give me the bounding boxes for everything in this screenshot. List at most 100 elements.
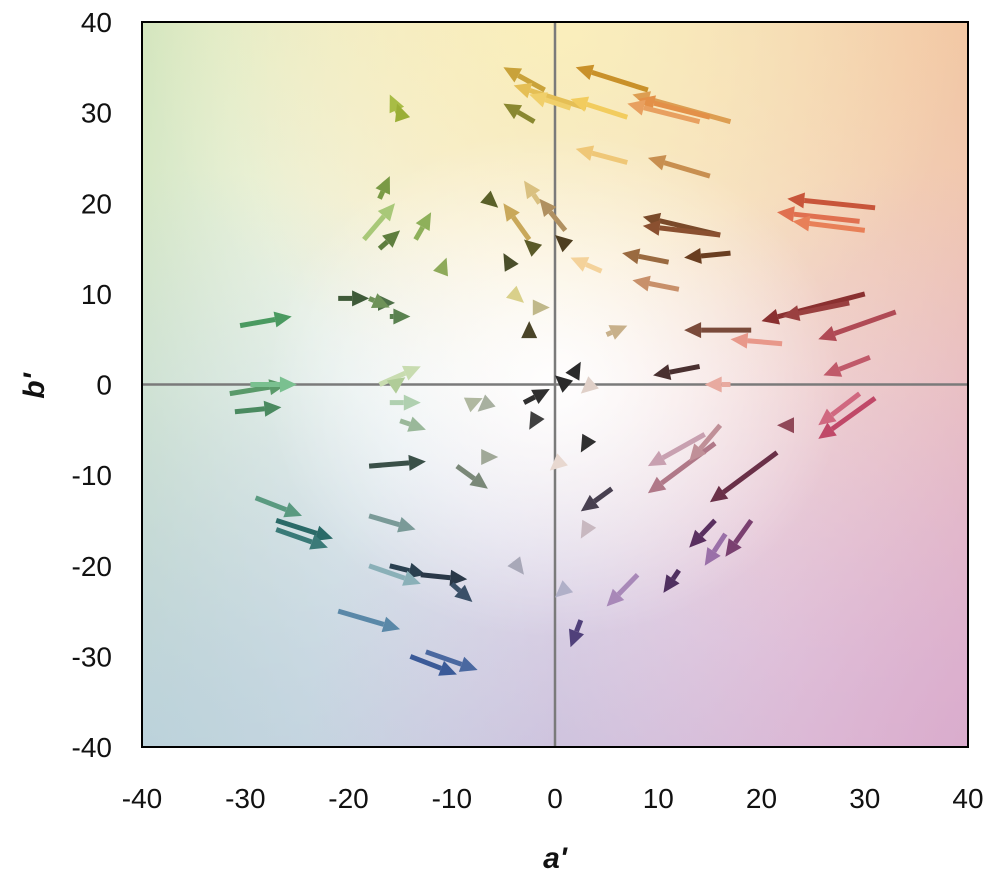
arrow-head bbox=[565, 361, 581, 381]
arrow-40 bbox=[506, 285, 524, 303]
arrow-shaft bbox=[808, 221, 866, 233]
arrow-head bbox=[777, 206, 795, 223]
arrow-head bbox=[408, 454, 426, 471]
y-tick-label: 30 bbox=[81, 98, 112, 129]
arrow-head bbox=[580, 494, 600, 512]
arrow-head bbox=[532, 299, 550, 316]
arrow-shaft bbox=[798, 300, 850, 316]
arrow-34 bbox=[792, 215, 866, 233]
arrow-head bbox=[415, 212, 432, 231]
arrow-head bbox=[283, 502, 302, 518]
arrow-shaft bbox=[378, 370, 407, 387]
arrow-shaft bbox=[670, 568, 681, 581]
arrow-head bbox=[777, 417, 794, 434]
plot-frame bbox=[141, 21, 969, 748]
arrow-33 bbox=[777, 206, 860, 224]
arrow-65 bbox=[580, 376, 599, 394]
arrow-15 bbox=[362, 203, 395, 242]
arrow-45 bbox=[782, 300, 850, 321]
arrow-head bbox=[524, 239, 543, 257]
arrow-96 bbox=[704, 532, 728, 566]
arrow-67 bbox=[549, 453, 568, 471]
x-tick-label: -40 bbox=[122, 783, 162, 814]
x-tick-label: 0 bbox=[547, 783, 563, 814]
x-axis-ticks: -40 -30 -20 -10 0 10 20 30 40 bbox=[122, 783, 984, 814]
arrow-shaft bbox=[747, 338, 783, 347]
arrow-11 bbox=[575, 145, 628, 165]
arrow-shaft bbox=[362, 214, 386, 242]
arrow-shaft bbox=[803, 198, 876, 211]
arrow-head bbox=[787, 192, 805, 209]
arrow-head bbox=[730, 332, 749, 349]
y-tick-label: 0 bbox=[96, 370, 112, 401]
arrow-head bbox=[503, 253, 519, 272]
arrow-75 bbox=[818, 391, 862, 426]
arrow-head bbox=[402, 570, 421, 586]
arrow-head bbox=[371, 293, 390, 308]
arrow-shaft bbox=[337, 608, 385, 627]
arrow-13 bbox=[395, 103, 411, 123]
arrow-68 bbox=[481, 449, 499, 465]
arrow-80 bbox=[254, 495, 302, 518]
arrow-shaft bbox=[377, 190, 386, 200]
x-axis-title: a' bbox=[543, 842, 568, 875]
arrow-1 bbox=[575, 64, 649, 93]
arrow-29 bbox=[684, 248, 731, 264]
arrow-shaft bbox=[711, 532, 728, 553]
arrow-head bbox=[513, 82, 533, 99]
arrow-head bbox=[761, 309, 780, 325]
arrow-shaft bbox=[585, 262, 603, 274]
arrow-head bbox=[653, 364, 672, 380]
arrow-head bbox=[570, 96, 590, 112]
arrow-head bbox=[352, 290, 370, 307]
arrow-head bbox=[689, 529, 707, 548]
arrow-shaft bbox=[516, 109, 536, 124]
arrow-head bbox=[782, 305, 801, 321]
arrow-shaft bbox=[420, 572, 451, 581]
arrow-24 bbox=[524, 239, 543, 257]
arrow-shaft bbox=[368, 513, 400, 528]
arrow-head bbox=[823, 361, 843, 377]
arrow-32 bbox=[787, 192, 876, 211]
arrow-head bbox=[709, 485, 729, 503]
arrow-head bbox=[381, 616, 401, 633]
arrow-head bbox=[622, 248, 641, 265]
arrow-head bbox=[549, 453, 568, 471]
x-tick-label: 30 bbox=[849, 783, 880, 814]
arrow-head bbox=[377, 203, 395, 222]
arrow-91 bbox=[425, 649, 478, 672]
arrow-25 bbox=[503, 253, 519, 272]
arrow-53 bbox=[250, 376, 297, 393]
arrow-head bbox=[575, 64, 595, 80]
arrow-shaft bbox=[409, 654, 443, 671]
arrow-head bbox=[580, 433, 597, 453]
arrow-shaft bbox=[830, 391, 862, 417]
arrow-shaft bbox=[229, 384, 271, 397]
y-axis-title: b' bbox=[18, 372, 51, 398]
arrow-head bbox=[818, 422, 837, 439]
arrow-66 bbox=[580, 433, 597, 453]
arrow-46 bbox=[818, 309, 897, 342]
arrow-86 bbox=[368, 563, 421, 586]
arrow-head bbox=[704, 547, 721, 566]
arrow-72 bbox=[647, 441, 717, 494]
arrow-18 bbox=[433, 257, 448, 277]
arrow-77 bbox=[709, 450, 779, 503]
arrow-shaft bbox=[413, 225, 425, 241]
arrow-shaft bbox=[522, 394, 536, 405]
arrow-head bbox=[397, 517, 416, 533]
arrow-71 bbox=[647, 432, 706, 467]
y-tick-label: 40 bbox=[81, 7, 112, 38]
arrow-shaft bbox=[450, 582, 462, 593]
arrow-shaft bbox=[733, 518, 754, 545]
arrow-head bbox=[647, 155, 667, 171]
x-tick-label: -10 bbox=[432, 783, 472, 814]
arrow-30 bbox=[632, 275, 680, 292]
arrow-shaft bbox=[275, 518, 318, 536]
arrow-88 bbox=[507, 556, 524, 575]
arrow-38 bbox=[368, 293, 390, 308]
arrow-head bbox=[608, 325, 628, 340]
arrow-14 bbox=[375, 176, 390, 200]
arrow-head bbox=[407, 416, 426, 432]
arrow-56 bbox=[386, 377, 406, 394]
